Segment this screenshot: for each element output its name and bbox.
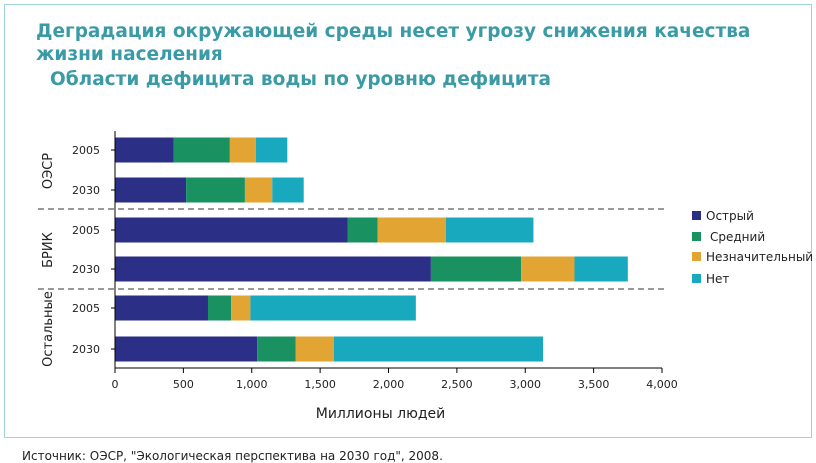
- bar-segment: [229, 137, 256, 163]
- bar-segment: [347, 217, 378, 243]
- bar-segment: [115, 177, 187, 203]
- bar-segment: [257, 336, 296, 362]
- x-tick-label: 4,000: [646, 378, 678, 391]
- bar-segment: [272, 177, 304, 203]
- bar-segment: [333, 336, 544, 362]
- x-axis-title: Миллионы людей: [316, 406, 446, 422]
- bar-segment: [377, 217, 446, 243]
- row-label: 2005: [72, 302, 100, 315]
- chart-frame: [4, 4, 812, 438]
- legend-label: Нет: [706, 272, 729, 286]
- bar-segment: [207, 295, 232, 321]
- row-label: 2030: [72, 343, 100, 356]
- x-tick-label: 0: [112, 378, 119, 391]
- water-deficit-chart: 0 500 1,000 1,500 2,000 2,500 3,000 3,500 4,000 М…: [38, 131, 813, 422]
- legend-label: Незначительный: [706, 250, 813, 264]
- row-label: 2005: [72, 144, 100, 157]
- legend-swatch: [692, 232, 701, 241]
- bar-segment: [445, 217, 534, 243]
- legend-swatch: [692, 211, 701, 220]
- bar-segment: [115, 336, 258, 362]
- legend-swatch: [692, 274, 701, 283]
- legend-label: Острый: [706, 209, 754, 223]
- bar-segment: [244, 177, 273, 203]
- chart-title: Деградация окружающей среды несет угрозу…: [36, 21, 751, 65]
- row-label: 2005: [72, 224, 100, 237]
- legend-swatch: [692, 252, 701, 261]
- legend-label: Средний: [710, 230, 765, 244]
- x-tick-label: 2,000: [373, 378, 405, 391]
- bar-segment: [115, 256, 431, 282]
- bar-segment: [173, 137, 230, 163]
- source-note: Источник: ОЭСР, "Экологическая перспекти…: [22, 449, 443, 463]
- x-tick-label: 1,000: [236, 378, 268, 391]
- bar-segment: [255, 137, 288, 163]
- bar-segment: [231, 295, 251, 321]
- row-label: 2030: [72, 263, 100, 276]
- x-tick-label: 1,500: [304, 378, 336, 391]
- bar-segment: [574, 256, 628, 282]
- row-label: 2030: [72, 184, 100, 197]
- bar-segment: [115, 295, 208, 321]
- x-tick-label: 3,500: [578, 378, 610, 391]
- group-label: БРИК: [41, 232, 56, 268]
- chart-subtitle: Области дефицита воды по уровню дефицита: [50, 69, 551, 90]
- x-tick-label: 3,000: [510, 378, 542, 391]
- bar-segment: [186, 177, 245, 203]
- bar-segment: [295, 336, 334, 362]
- group-label: Остальные: [41, 291, 56, 367]
- bar-segment: [521, 256, 575, 282]
- group-label: ОЭСР: [41, 153, 56, 189]
- bar-segment: [115, 137, 174, 163]
- bar-segment: [250, 295, 416, 321]
- x-tick-label: 500: [173, 378, 194, 391]
- x-tick-label: 2,500: [441, 378, 473, 391]
- bar-segment: [115, 217, 348, 243]
- bar-segment: [430, 256, 522, 282]
